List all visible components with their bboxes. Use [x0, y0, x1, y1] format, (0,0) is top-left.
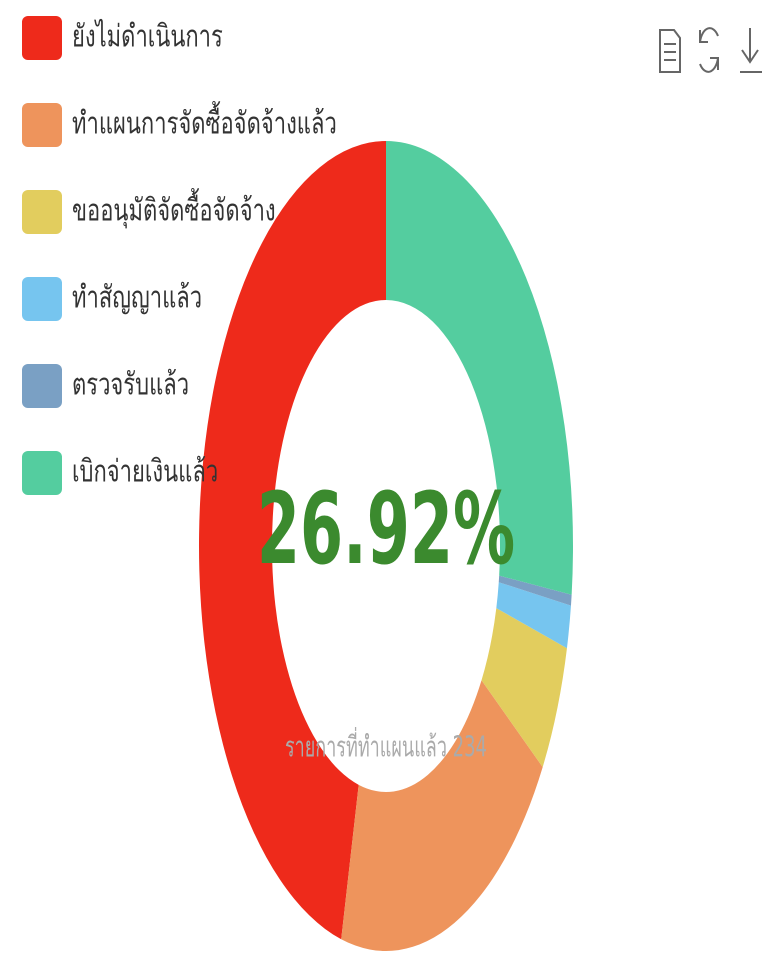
donut-slice — [496, 582, 571, 649]
legend-label: ขออนุมัติจัดซื้อจัดจ้าง — [72, 188, 276, 228]
center-subtitle: รายการที่ทำแผนแล้ว 234 — [285, 726, 487, 763]
donut-slice — [198, 141, 386, 940]
legend-label: ตรวจรับแล้ว — [72, 367, 189, 403]
restore-button[interactable] — [699, 27, 719, 73]
legend-swatch — [22, 277, 62, 321]
save-icon[interactable] — [740, 28, 762, 73]
legend-swatch — [22, 16, 62, 60]
donut-slice — [498, 575, 572, 606]
legend-label: ทำแผนการจัดซื้อจัดจ้างแล้ว — [72, 101, 337, 141]
donut-slice — [341, 680, 543, 951]
donut-slice — [386, 141, 573, 595]
legend-label: ยังไม่ดำเนินการ — [72, 19, 223, 55]
donut-slice — [481, 608, 567, 768]
legend-swatch — [22, 190, 62, 234]
save-button[interactable] — [740, 28, 762, 73]
legend-swatch — [22, 451, 62, 495]
data-view-icon[interactable] — [659, 29, 681, 73]
legend-label: ทำสัญญาแล้ว — [72, 280, 202, 316]
legend-swatch — [22, 103, 62, 147]
legend-label: เบิกจ่ายเงินแล้ว — [72, 454, 218, 490]
data-view-button[interactable] — [659, 29, 681, 73]
restore-icon[interactable] — [699, 27, 719, 73]
legend-swatch — [22, 364, 62, 408]
center-label: 26.92% — [257, 471, 515, 587]
toolbox — [659, 27, 762, 73]
